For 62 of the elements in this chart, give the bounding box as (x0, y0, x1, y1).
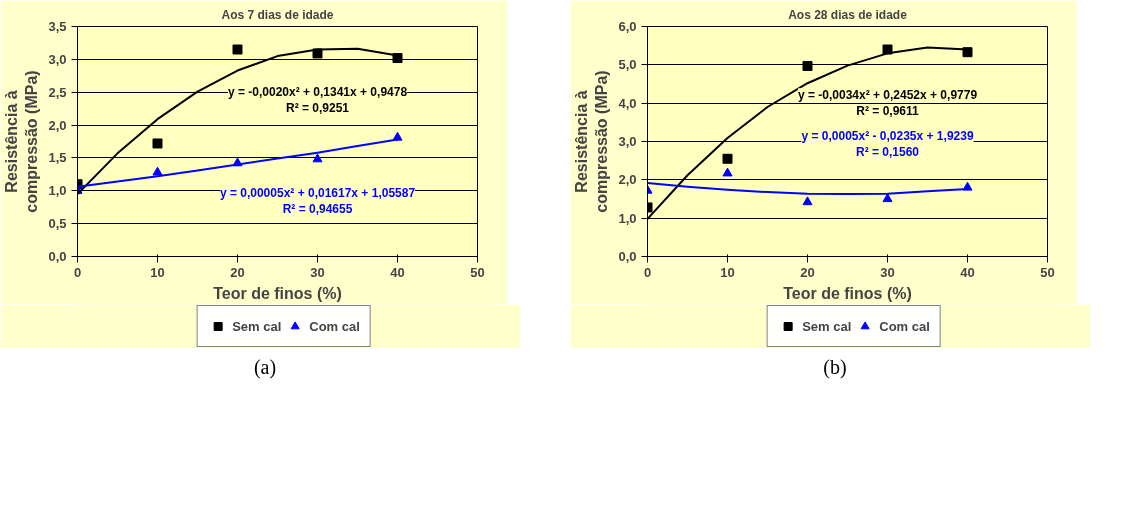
point (962, 181, 973, 191)
annotation: R² = 0,94655 (282, 201, 353, 216)
point (962, 47, 973, 58)
y-axis-title: Resistência à compressão (MPa) (573, 70, 611, 213)
x-tick-label: 50 (1040, 264, 1055, 280)
point (152, 138, 163, 149)
y-tick-label: 5,0 (618, 57, 637, 73)
y-tick-label: 0,5 (48, 216, 67, 232)
x-tick-label: 10 (150, 264, 165, 280)
point (882, 193, 893, 203)
x-tick-label: 10 (720, 264, 735, 280)
x-axis-title: Teor de finos (%) (783, 284, 912, 302)
annotation: R² = 0,9611 (856, 104, 920, 119)
y-tick-label: 3,0 (48, 51, 67, 67)
point (882, 44, 893, 55)
annotation: y = 0,00005x² + 0,01617x + 1,05587 (219, 185, 416, 200)
x-tick-label: 40 (960, 264, 975, 280)
point (392, 53, 403, 64)
point (722, 153, 733, 164)
annotation: y = -0,0020x² + 0,1341x + 0,9478 (227, 84, 408, 99)
x-tick-label: 30 (880, 264, 895, 280)
annotation: y = -0,0034x² + 0,2452x + 0,9779 (797, 88, 978, 103)
x-tick-label: 20 (800, 264, 815, 280)
y-tick-label: 2,0 (618, 172, 637, 188)
y-tick-label: 1,5 (48, 150, 67, 166)
x-tick-label: 50 (470, 264, 485, 280)
legend-label: Sem cal (802, 318, 852, 334)
text: (b) (823, 355, 847, 380)
annotation: y = 0,0005x² - 0,0235x + 1,9239 (801, 128, 974, 143)
point (312, 153, 323, 163)
point (802, 60, 813, 71)
legend-label: Com cal (879, 318, 930, 334)
annotation: R² = 0,1560 (855, 144, 920, 159)
point (722, 167, 733, 177)
y-tick-label: 3,0 (618, 134, 637, 149)
x-tick-label: 0 (73, 264, 82, 280)
y-tick-label: 4,0 (618, 95, 637, 111)
x-tick-label: 0 (643, 264, 652, 280)
y-tick-label: 6,0 (618, 19, 637, 34)
x-tick-label: 30 (310, 264, 325, 280)
y-tick-label: 1,0 (48, 183, 67, 199)
y-tick-label: 0,0 (618, 249, 637, 264)
legend-label: Sem cal (232, 318, 282, 334)
point (312, 48, 323, 59)
point (392, 131, 403, 141)
x-tick-label: 20 (230, 264, 245, 280)
point (802, 196, 813, 206)
y-tick-label: 0,0 (48, 249, 67, 264)
annotation: R² = 0,9251 (285, 100, 350, 115)
y-axis-title: Resistência à compressão (MPa) (3, 70, 41, 213)
text: (a) (253, 355, 277, 381)
y-tick-label: 2,0 (48, 117, 67, 133)
chart-title: Aos 28 dias de idade (788, 7, 908, 22)
x-axis-title: Teor de finos (%) (213, 284, 342, 302)
point (152, 166, 163, 176)
point (232, 44, 243, 55)
y-tick-label: 3,5 (48, 19, 67, 34)
legend-label: Com cal (309, 318, 360, 334)
x-tick-label: 40 (390, 264, 405, 280)
chart-title: Aos 7 dias de idade (221, 7, 334, 22)
y-tick-label: 1,0 (618, 210, 637, 226)
y-tick-label: 2,5 (48, 84, 67, 100)
